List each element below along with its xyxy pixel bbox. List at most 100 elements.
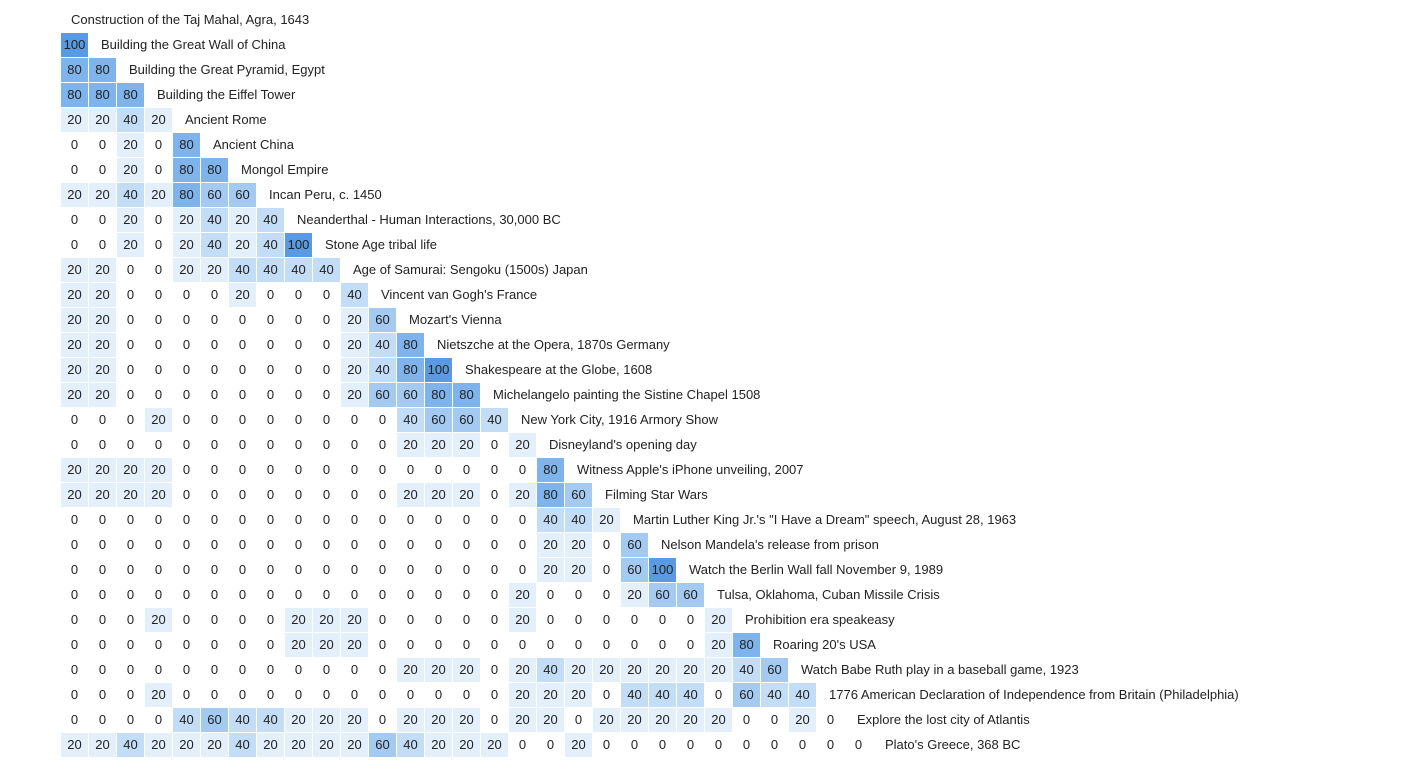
heatmap-cell: 0 <box>229 358 256 382</box>
heatmap-cell: 0 <box>145 283 172 307</box>
heatmap-cell: 40 <box>733 658 760 682</box>
heatmap-cell: 0 <box>173 508 200 532</box>
heatmap-cell: 0 <box>677 633 704 657</box>
heatmap-cell: 20 <box>89 283 116 307</box>
heatmap-cell: 0 <box>397 683 424 707</box>
heatmap-cell: 0 <box>145 208 172 232</box>
heatmap-cell: 20 <box>453 733 480 757</box>
heatmap-cell: 20 <box>649 708 676 732</box>
heatmap-cell: 0 <box>285 483 312 507</box>
heatmap-cell: 0 <box>425 608 452 632</box>
heatmap-cell: 40 <box>397 733 424 757</box>
heatmap-cell: 60 <box>369 383 396 407</box>
row-label: Prohibition era speakeasy <box>745 612 895 627</box>
heatmap-cell: 20 <box>89 333 116 357</box>
heatmap-cell: 20 <box>565 558 592 582</box>
heatmap-cell: 0 <box>173 458 200 482</box>
heatmap-cell: 0 <box>145 383 172 407</box>
heatmap-cell: 20 <box>453 483 480 507</box>
heatmap-cell: 20 <box>397 433 424 457</box>
heatmap-cell: 0 <box>117 583 144 607</box>
heatmap-cell: 20 <box>509 683 536 707</box>
heatmap-cell: 0 <box>117 433 144 457</box>
heatmap-cell: 20 <box>173 733 200 757</box>
heatmap-cell: 20 <box>201 733 228 757</box>
heatmap-cell: 0 <box>257 533 284 557</box>
heatmap-cell: 20 <box>425 433 452 457</box>
row-label: Michelangelo painting the Sistine Chapel… <box>493 387 761 402</box>
heatmap-cell: 20 <box>89 733 116 757</box>
heatmap-cell: 80 <box>173 158 200 182</box>
heatmap-cell: 20 <box>649 658 676 682</box>
heatmap-cell: 0 <box>397 633 424 657</box>
row-label: Disneyland's opening day <box>549 437 697 452</box>
heatmap-cell: 0 <box>173 533 200 557</box>
heatmap-cell: 0 <box>117 358 144 382</box>
heatmap-cell: 20 <box>341 383 368 407</box>
heatmap-cell: 20 <box>117 158 144 182</box>
row-label: Nietszche at the Opera, 1870s Germany <box>437 337 670 352</box>
heatmap-cell: 20 <box>89 458 116 482</box>
row-label: Ancient China <box>213 137 294 152</box>
heatmap-cell: 40 <box>369 333 396 357</box>
heatmap-cell: 0 <box>425 508 452 532</box>
row-label: Plato's Greece, 368 BC <box>885 737 1021 752</box>
heatmap-cell: 0 <box>201 533 228 557</box>
heatmap-cell: 20 <box>397 708 424 732</box>
heatmap-cell: 0 <box>173 408 200 432</box>
row-label: Ancient Rome <box>185 112 267 127</box>
heatmap-cell: 80 <box>61 83 88 107</box>
row-label: Martin Luther King Jr.'s "I Have a Dream… <box>633 512 1017 527</box>
heatmap-cell: 60 <box>201 183 228 207</box>
row-label: New York City, 1916 Armory Show <box>521 412 719 427</box>
heatmap-cell: 0 <box>509 733 536 757</box>
heatmap-cell: 0 <box>61 683 88 707</box>
heatmap-cell: 20 <box>229 208 256 232</box>
heatmap-cell: 0 <box>593 608 620 632</box>
heatmap-cell: 0 <box>173 683 200 707</box>
heatmap-cell: 0 <box>397 533 424 557</box>
heatmap-cell: 0 <box>621 733 648 757</box>
row-label: 1776 American Declaration of Independenc… <box>829 687 1239 702</box>
heatmap-cell: 0 <box>145 158 172 182</box>
top-row-label: Construction of the Taj Mahal, Agra, 164… <box>71 12 310 27</box>
heatmap-cell: 0 <box>89 158 116 182</box>
row-label: Explore the lost city of Atlantis <box>857 712 1030 727</box>
heatmap-cell: 20 <box>425 483 452 507</box>
heatmap-cell: 0 <box>89 583 116 607</box>
heatmap-cell: 0 <box>397 458 424 482</box>
heatmap-cell: 60 <box>425 408 452 432</box>
heatmap-cell: 0 <box>229 683 256 707</box>
heatmap-cell: 0 <box>117 608 144 632</box>
heatmap-cell: 40 <box>117 733 144 757</box>
heatmap-cell: 0 <box>257 558 284 582</box>
heatmap-cell: 0 <box>201 483 228 507</box>
heatmap-cell: 0 <box>285 433 312 457</box>
heatmap-cell: 0 <box>537 633 564 657</box>
heatmap-cell: 40 <box>481 408 508 432</box>
heatmap-cell: 60 <box>229 183 256 207</box>
heatmap-cell: 40 <box>257 233 284 257</box>
heatmap-cell: 40 <box>565 508 592 532</box>
heatmap-cell: 0 <box>145 658 172 682</box>
heatmap-cell: 20 <box>341 708 368 732</box>
heatmap-cell: 0 <box>649 733 676 757</box>
heatmap-cell: 0 <box>621 608 648 632</box>
heatmap-cell: 0 <box>761 733 788 757</box>
heatmap-cell: 0 <box>173 358 200 382</box>
heatmap-cell: 20 <box>537 683 564 707</box>
heatmap-cell: 0 <box>313 283 340 307</box>
heatmap-cell: 0 <box>369 583 396 607</box>
heatmap-cell: 0 <box>341 508 368 532</box>
heatmap-cell: 0 <box>257 433 284 457</box>
heatmap-cell: 20 <box>117 133 144 157</box>
heatmap-cell: 0 <box>817 733 844 757</box>
heatmap-cell: 20 <box>537 708 564 732</box>
heatmap-cell: 0 <box>593 683 620 707</box>
heatmap-cell: 20 <box>565 533 592 557</box>
heatmap-cell: 0 <box>425 533 452 557</box>
heatmap-cell: 0 <box>481 633 508 657</box>
heatmap-cell: 0 <box>509 508 536 532</box>
heatmap-cell: 0 <box>61 608 88 632</box>
heatmap-cell: 0 <box>173 433 200 457</box>
